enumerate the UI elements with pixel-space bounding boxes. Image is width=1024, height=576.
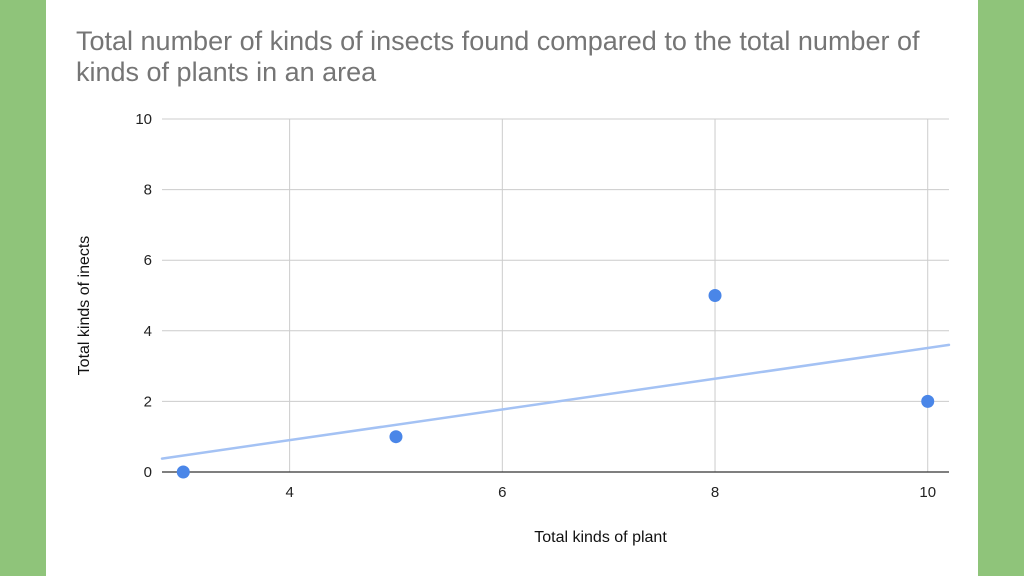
scatter-chart: 0 2 4 6 8 10 4 6 8 10 Total kinds of plant Total … [76, 111, 951, 546]
data-point [389, 430, 403, 444]
tick-labels: 0 2 4 6 8 10 4 6 8 10 [135, 111, 936, 501]
trendline [160, 343, 951, 460]
y-tick-label: 6 [144, 252, 152, 269]
y-axis-label: Total kinds of inects [76, 236, 93, 376]
y-tick-label: 10 [135, 111, 152, 128]
data-point [708, 289, 722, 302]
x-tick-label: 6 [498, 484, 506, 501]
x-axis-label: Total kinds of plant [534, 529, 667, 546]
x-tick-label: 8 [711, 484, 719, 501]
x-tick-label: 10 [919, 484, 936, 501]
x-tick-label: 4 [285, 484, 293, 501]
data-points [176, 289, 935, 479]
data-point [176, 465, 190, 479]
grid [162, 118, 949, 472]
slide: Total number of kinds of insects found c… [46, 0, 978, 576]
y-tick-label: 0 [144, 464, 152, 481]
chart-title: Total number of kinds of insects found c… [76, 26, 920, 87]
y-tick-label: 4 [144, 323, 152, 340]
y-tick-label: 2 [144, 393, 152, 410]
y-tick-label: 8 [144, 182, 152, 199]
trendline-layer [160, 343, 951, 460]
data-point [921, 394, 935, 408]
